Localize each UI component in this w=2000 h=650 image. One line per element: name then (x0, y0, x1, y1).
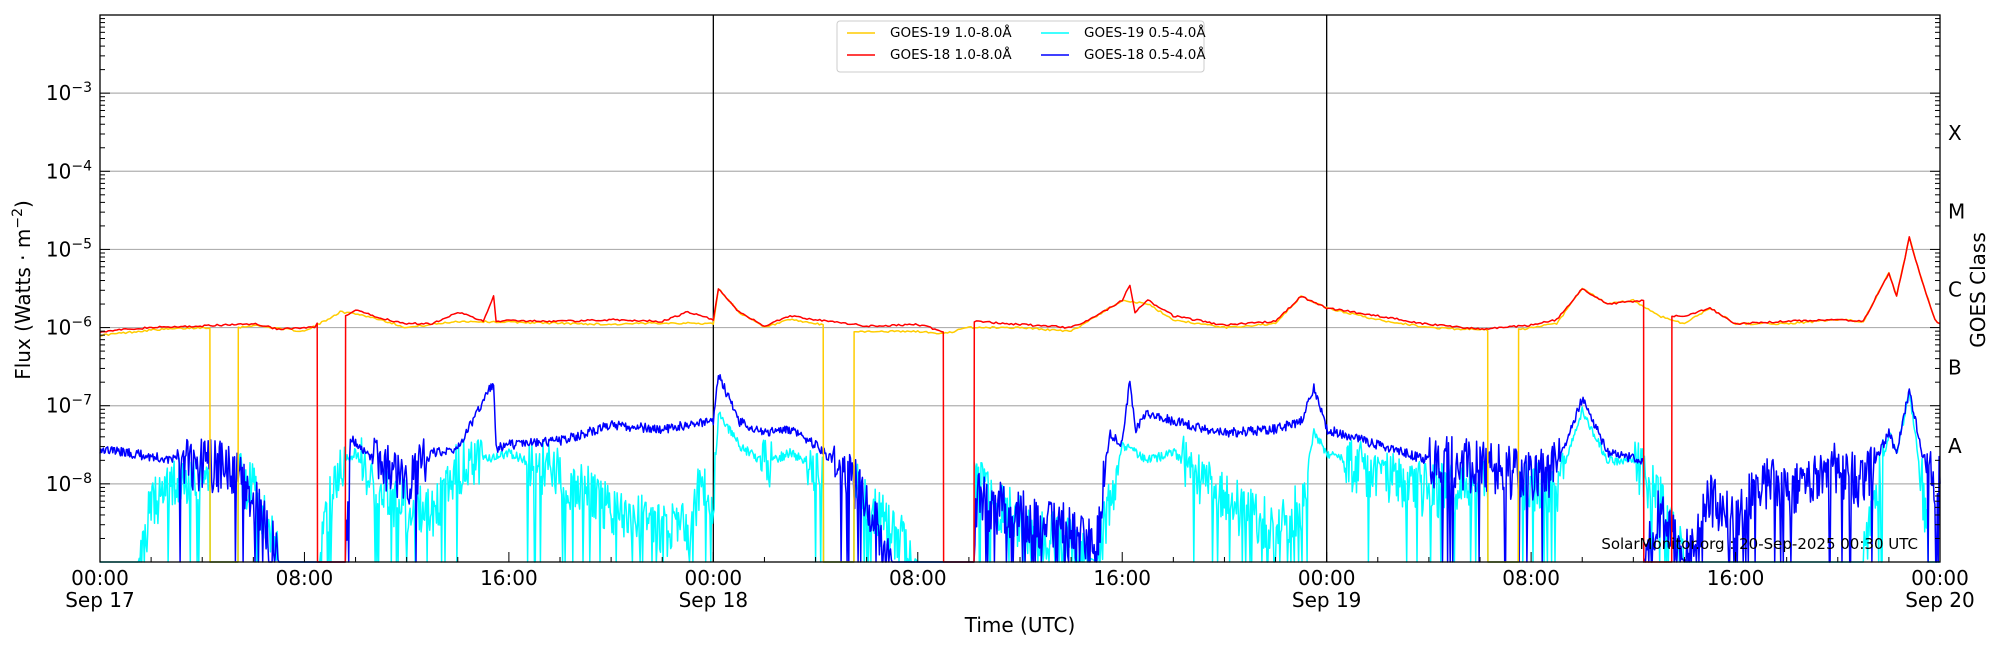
x-tick-date: Sep 17 (65, 588, 135, 612)
x-tick-date: Sep 19 (1292, 588, 1362, 612)
goes-class-label: A (1948, 434, 1962, 458)
legend-label: GOES-18 0.5-4.0Å (1084, 46, 1206, 63)
x-tick-label: 08:00 (1502, 566, 1560, 590)
legend-label: GOES-19 1.0-8.0Å (890, 24, 1012, 41)
day-boundary-lines (712, 15, 1328, 562)
y-tick-label: 10−7 (46, 393, 92, 418)
legend-label: GOES-19 0.5-4.0Å (1084, 24, 1206, 41)
x-tick-date: Sep 20 (1905, 588, 1975, 612)
x-axis-title: Time (UTC) (964, 613, 1076, 637)
x-tick-label: 16:00 (1093, 566, 1151, 590)
goes-class-label: C (1948, 278, 1962, 302)
goes-class-labels: X M C B A (1948, 121, 1965, 458)
y2-axis-title: GOES Class (1966, 232, 1990, 348)
y-tick-label: 10−5 (46, 236, 92, 261)
flux-series (99, 236, 1941, 563)
legend: GOES-19 1.0-8.0Å GOES-18 1.0-8.0Å GOES-19 … (836, 20, 1206, 73)
x-tick-label: 00:00 (71, 566, 129, 590)
x-tick-label: 16:00 (480, 566, 538, 590)
x-tick-label: 16:00 (1707, 566, 1765, 590)
plot-frame (99, 14, 1941, 563)
x-tick-label: 00:00 (1298, 566, 1356, 590)
series-line (99, 236, 1941, 563)
y-tick-label: 10−4 (46, 158, 92, 183)
watermark: SolarMonitor.org : 20-Sep-2025 00:30 UTC (1601, 535, 1918, 553)
x-tick-label: 00:00 (1911, 566, 1969, 590)
x-tick-date: Sep 18 (679, 588, 749, 612)
gridlines (100, 92, 1940, 485)
series-line (99, 236, 1941, 563)
axis-ticks (99, 18, 1941, 562)
y-tick-label: 10−3 (46, 80, 92, 105)
y-axis-title: Flux (Watts · m−2) (10, 200, 35, 380)
legend-label: GOES-18 1.0-8.0Å (890, 46, 1012, 63)
x-tick-label: 08:00 (889, 566, 947, 590)
goes-class-label: B (1948, 356, 1962, 380)
x-tick-label: 00:00 (685, 566, 743, 590)
y-tick-labels: 10−3 10−4 10−5 10−6 10−7 10−8 (46, 80, 92, 496)
goes-class-label: X (1948, 121, 1962, 145)
y-tick-label: 10−8 (46, 471, 92, 496)
goes-class-label: M (1948, 199, 1965, 223)
x-tick-label: 08:00 (276, 566, 334, 590)
y-tick-label: 10−6 (46, 315, 92, 340)
series-line (99, 373, 1941, 563)
